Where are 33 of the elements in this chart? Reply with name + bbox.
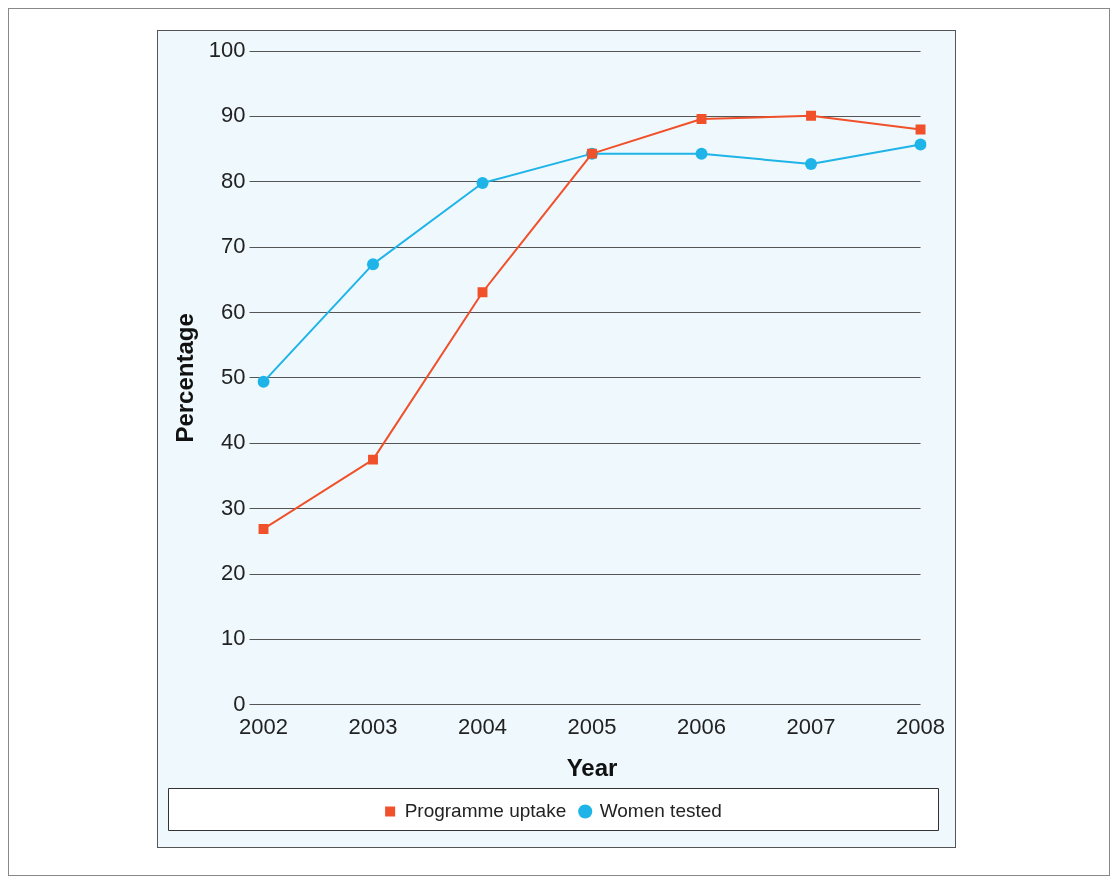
point: [914, 138, 927, 151]
y-tick-label: 50: [221, 363, 246, 389]
point: [806, 110, 816, 121]
x-tick-label: 2004: [458, 714, 507, 740]
x-tick-label: 2002: [239, 714, 288, 740]
y-axis-title: Percentage: [171, 313, 199, 443]
point: [695, 147, 708, 160]
point: [257, 375, 270, 388]
point: [477, 287, 488, 298]
point: [367, 258, 380, 271]
y-tick-label: 80: [221, 167, 246, 193]
y-tick-label: 90: [221, 102, 246, 128]
y-tick-label: 70: [221, 233, 246, 259]
y-tick-label: 100: [208, 37, 246, 63]
y-tick-label: 10: [221, 625, 246, 651]
x-tick-label: 2006: [677, 714, 726, 740]
legend-label: Programme uptake: [404, 799, 567, 821]
point: [368, 454, 378, 465]
legend-label: Women tested: [599, 799, 722, 821]
y-tick-label: 40: [221, 429, 246, 455]
y-tick-label: 60: [221, 298, 246, 324]
point: [805, 158, 818, 171]
y-tick-label: 20: [221, 560, 246, 586]
point: [258, 523, 269, 534]
x-tick-label: 2007: [786, 714, 836, 740]
x-tick-label: 2005: [567, 714, 617, 740]
x-tick-label: 2003: [348, 714, 398, 740]
x-axis-title: Year: [566, 754, 618, 782]
y-tick-label: 30: [221, 494, 246, 520]
point: [476, 177, 489, 190]
point: [696, 114, 707, 124]
y-tick-label: 0: [233, 690, 246, 716]
x-tick-label: 2008: [896, 714, 946, 740]
